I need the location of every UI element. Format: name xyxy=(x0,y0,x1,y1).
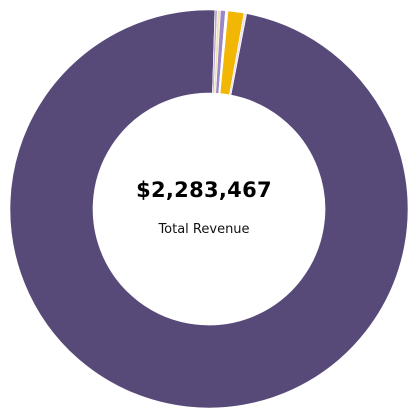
total-revenue-value: $2,283,467 xyxy=(136,178,272,202)
donut-slice-1 xyxy=(9,9,408,409)
total-revenue-label: Total Revenue xyxy=(158,222,250,237)
donut-slice-7 xyxy=(229,12,247,96)
